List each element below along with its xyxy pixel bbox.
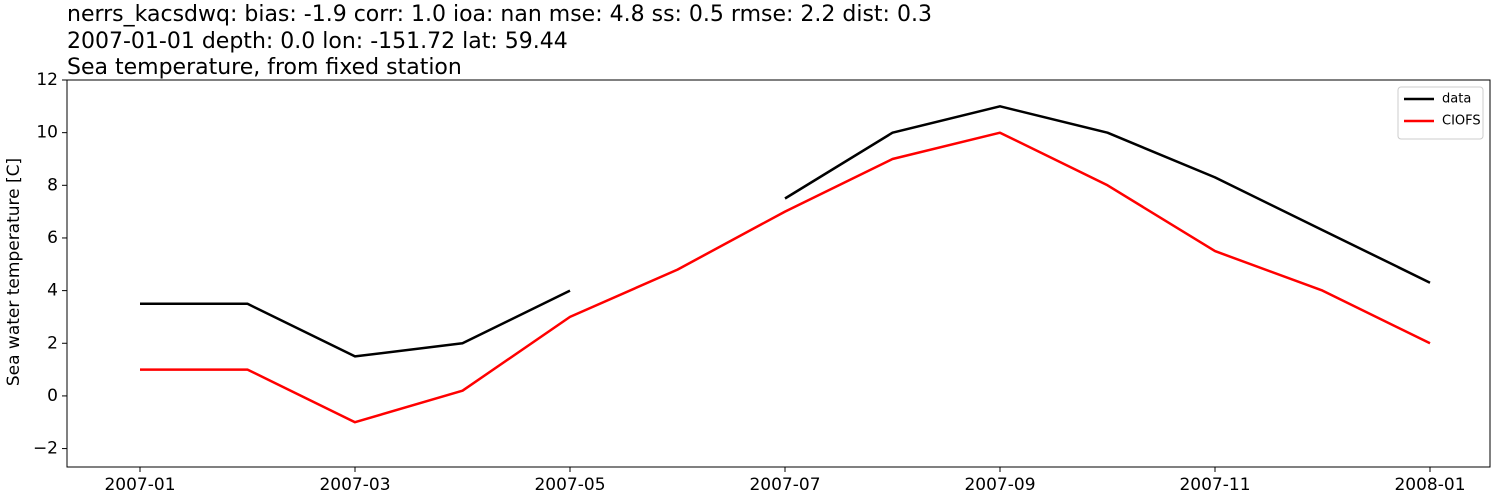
legend-label: data [1442,92,1471,107]
y-axis-label: Sea water temperature [C] [4,158,24,386]
y-tick-label: −2 [33,439,58,459]
y-tick-label: 10 [36,123,58,143]
x-tick-label: 2007-09 [964,475,1035,495]
x-tick-label: 2007-05 [534,475,605,495]
title-line: nerrs_kacsdwq: bias: -1.9 corr: 1.0 ioa:… [67,2,932,27]
title-line: 2007-01-01 depth: 0.0 lon: -151.72 lat: … [67,29,568,54]
y-tick-label: 6 [47,228,58,248]
x-tick-label: 2008-01 [1394,475,1465,495]
title-line: Sea temperature, from fixed station [67,55,462,80]
y-tick-label: 4 [47,281,58,301]
x-tick-label: 2007-11 [1179,475,1250,495]
series-line [140,131,1431,424]
y-tick-label: 8 [47,175,58,195]
series-line [140,105,1431,358]
plot-frame [66,79,1491,468]
x-tick-label: 2007-03 [319,475,390,495]
y-tick-label: 2 [47,333,58,353]
y-tick-label: 0 [47,386,58,406]
x-tick-label: 2007-07 [749,475,820,495]
legend-label: CIOFS [1442,114,1481,129]
x-tick-label: 2007-01 [104,475,175,495]
y-tick-label: 12 [36,70,58,90]
